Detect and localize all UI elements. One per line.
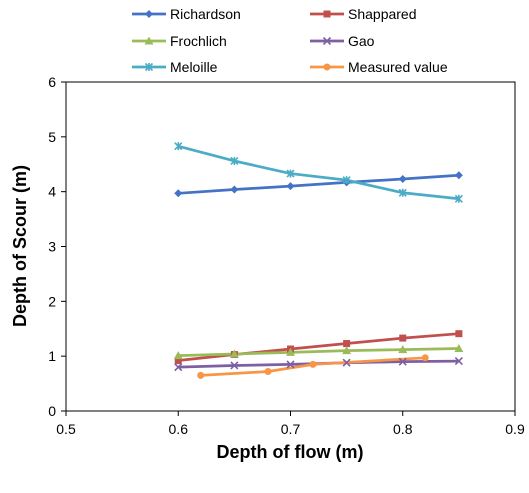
legend-marker — [144, 62, 154, 72]
series-line — [177, 144, 460, 201]
data-point — [454, 171, 463, 180]
legend-item: Gao — [310, 33, 375, 49]
legend-marker — [145, 10, 153, 18]
legend-label: Measured value — [348, 59, 448, 75]
plot-area — [65, 81, 516, 412]
x-tick-label: 0.6 — [169, 421, 189, 437]
legend-label: Shappared — [348, 6, 417, 22]
x-tick-label: 0.8 — [393, 421, 413, 437]
x-axis-label: Depth of flow (m) — [217, 442, 364, 462]
data-point — [230, 361, 239, 370]
data-point — [398, 188, 407, 197]
data-point — [454, 194, 463, 203]
data-point — [197, 371, 205, 379]
data-point — [174, 189, 183, 198]
legend-label: Frochlich — [170, 33, 227, 49]
series-lines — [177, 144, 460, 377]
data-point — [309, 360, 317, 368]
legend-item: Richardson — [132, 6, 241, 22]
data-point — [342, 176, 351, 185]
y-tick-label: 3 — [48, 239, 56, 255]
data-point — [286, 169, 295, 178]
data-point — [454, 357, 463, 366]
data-point — [174, 363, 183, 372]
data-point — [398, 357, 407, 366]
legend: Richardson Shappared Frochlich Gao Meloille M… — [132, 6, 448, 75]
y-axis-ticks: 0 1 2 3 4 5 6 — [48, 74, 66, 419]
y-tick-label: 2 — [48, 293, 56, 309]
data-point — [398, 175, 407, 184]
legend-label: Richardson — [170, 6, 241, 22]
x-tick-label: 0.9 — [505, 421, 525, 437]
data-point — [342, 358, 351, 367]
data-point — [173, 351, 183, 360]
data-point — [343, 340, 351, 348]
legend-marker — [323, 63, 331, 71]
data-point — [398, 345, 408, 354]
data-point — [342, 346, 352, 355]
data-point — [454, 343, 464, 352]
x-axis-ticks: 0.5 0.6 0.7 0.8 0.9 — [56, 411, 525, 437]
series-line — [178, 347, 459, 357]
y-tick-label: 1 — [48, 348, 56, 364]
data-point — [455, 330, 463, 338]
data-point — [229, 349, 239, 358]
y-tick-label: 0 — [48, 403, 56, 419]
y-tick-label: 5 — [48, 129, 56, 145]
legend-item: Shappared — [310, 6, 417, 22]
y-tick-label: 4 — [48, 184, 56, 200]
legend-label: Gao — [348, 33, 375, 49]
series-line — [200, 356, 426, 377]
data-point — [286, 360, 295, 369]
legend-item: Frochlich — [132, 33, 227, 49]
y-tick-label: 6 — [48, 74, 56, 90]
series-markers — [173, 142, 464, 379]
legend-item: Measured value — [310, 59, 448, 75]
x-tick-label: 0.5 — [56, 421, 76, 437]
legend-item: Meloille — [132, 59, 218, 75]
x-tick-label: 0.7 — [281, 421, 301, 437]
data-point — [421, 354, 429, 362]
data-point — [264, 368, 272, 376]
data-point — [286, 347, 295, 356]
legend-label: Meloille — [170, 59, 218, 75]
series-line — [178, 173, 459, 195]
data-point — [174, 357, 182, 365]
data-point — [286, 182, 295, 191]
data-point — [399, 334, 407, 342]
legend-marker — [144, 36, 154, 45]
data-point — [174, 142, 183, 151]
legend-marker — [323, 10, 331, 18]
data-point — [230, 185, 239, 194]
y-axis-label: Depth of Scour (m) — [10, 165, 30, 327]
data-point — [230, 156, 239, 166]
legend-marker — [322, 36, 332, 46]
